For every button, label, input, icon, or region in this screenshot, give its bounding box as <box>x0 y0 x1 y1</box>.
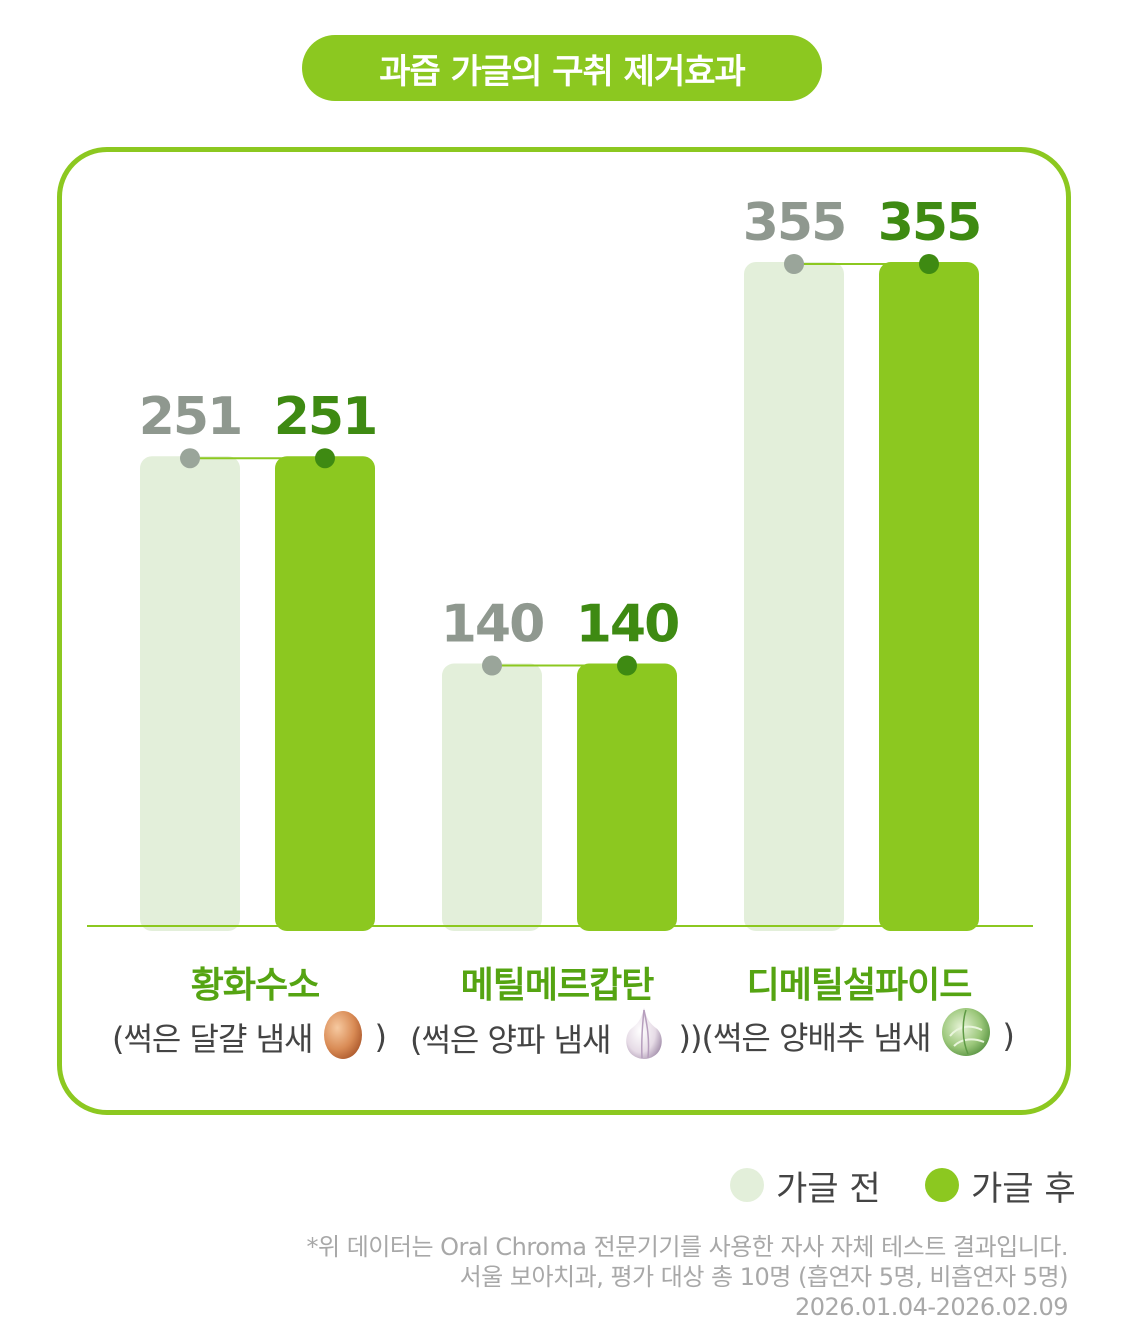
category-sublabel-cabbage: )(썩은 양배추 냄새 ) <box>690 1006 1015 1066</box>
value-label-dimethyl-sulfide-after: 355 <box>878 193 981 253</box>
category-sublabel-egg: (썩은 달걀 냄새 ) <box>112 1006 387 1068</box>
value-label-hydrogen-sulfide-after: 251 <box>274 387 377 447</box>
dot-hydrogen-sulfide-after <box>315 448 335 469</box>
dot-methyl-mercaptan-after <box>617 655 637 676</box>
onion-icon <box>620 1006 668 1070</box>
footnote-line-1: *위 데이터는 Oral Chroma 전문기기를 사용한 자사 자체 테스트 … <box>306 1233 1069 1261</box>
footnote: *위 데이터는 Oral Chroma 전문기기를 사용한 자사 자체 테스트 … <box>307 1232 1069 1322</box>
legend-label-after: 가글 후 <box>971 1168 1076 1209</box>
legend-item-before: 가글 전 <box>730 1160 881 1210</box>
value-label-dimethyl-sulfide-before: 355 <box>743 193 846 253</box>
category-sublabel-onion: (썩은 양파 냄새 ) <box>410 1006 691 1070</box>
dot-methyl-mercaptan-before <box>482 655 502 676</box>
legend-label-before: 가글 전 <box>776 1168 881 1209</box>
value-label-hydrogen-sulfide-before: 251 <box>139 387 242 447</box>
bar-methyl-mercaptan-after <box>577 663 677 931</box>
category-label-hydrogen-sulfide: 황화수소 <box>190 965 320 1006</box>
footnote-line-2: 서울 보아치과, 평가 대상 총 10명 (흡연자 5명, 비흡연자 5명) <box>459 1263 1069 1291</box>
bar-hydrogen-sulfide-after <box>275 456 375 931</box>
footnote-line-3: 2026.01.04-2026.02.09 <box>795 1293 1068 1321</box>
category-label-methyl-mercaptan: 메틸메르캅탄 <box>460 965 655 1006</box>
dot-hydrogen-sulfide-before <box>180 448 200 469</box>
value-label-methyl-mercaptan-after: 140 <box>576 595 679 655</box>
dot-dimethyl-sulfide-after <box>919 254 939 274</box>
chart-title: 과즙 가글의 구취 제거효과 <box>302 35 822 101</box>
bar-hydrogen-sulfide-before <box>140 456 240 931</box>
legend-swatch-before <box>730 1168 764 1202</box>
bar-methyl-mercaptan-before <box>442 663 542 931</box>
dot-dimethyl-sulfide-before <box>784 254 804 274</box>
bar-dimethyl-sulfide-before <box>744 262 844 931</box>
value-label-methyl-mercaptan-before: 140 <box>441 595 544 655</box>
legend-swatch-after <box>925 1168 959 1202</box>
cabbage-icon <box>940 1006 992 1066</box>
legend-item-after: 가글 후 <box>925 1160 1076 1210</box>
egg-icon <box>322 1006 364 1068</box>
bar-dimethyl-sulfide-after <box>879 262 979 931</box>
category-label-dimethyl-sulfide: 디메틸설파이드 <box>746 965 973 1006</box>
